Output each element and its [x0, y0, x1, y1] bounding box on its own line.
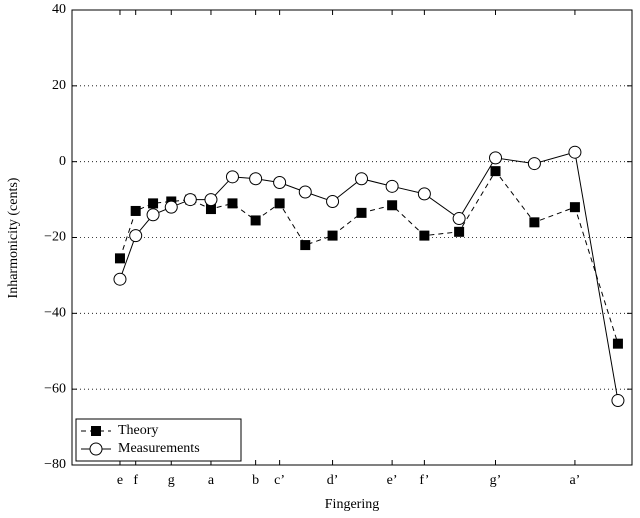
x-tick-label: f’ [419, 473, 429, 488]
data-point [113, 272, 127, 286]
legend-marker [89, 442, 103, 456]
data-point [568, 145, 582, 159]
y-tick-label: −80 [44, 457, 66, 472]
x-tick-label: g’ [490, 473, 502, 488]
y-tick-label: 20 [52, 78, 66, 93]
legend-label: Measurements [118, 441, 200, 456]
data-point [274, 198, 285, 209]
x-tick-label: e’ [387, 473, 398, 488]
data-point [326, 194, 340, 208]
data-point [130, 205, 141, 216]
data-point [454, 226, 465, 237]
y-tick-label: 40 [52, 2, 66, 17]
data-point [227, 198, 238, 209]
y-tick-label: 0 [59, 154, 66, 169]
data-point [114, 253, 125, 264]
data-point [489, 151, 503, 165]
x-tick-label: b [252, 473, 259, 488]
y-tick-label: −40 [44, 306, 66, 321]
data-point [249, 172, 263, 186]
data-point [148, 198, 159, 209]
data-point [225, 170, 239, 184]
data-point [164, 200, 178, 214]
data-point [356, 207, 367, 218]
y-tick-label: −20 [44, 230, 66, 245]
data-point [129, 229, 143, 243]
legend-label: Theory [118, 423, 158, 438]
data-point [417, 187, 431, 201]
data-point [612, 338, 623, 349]
x-tick-label: e [117, 473, 123, 488]
x-tick-label: a’ [569, 473, 580, 488]
plot-frame [71, 9, 633, 466]
data-point [205, 204, 216, 215]
legend-marker [91, 426, 101, 436]
data-point [385, 179, 399, 193]
x-tick-label: g [168, 473, 175, 488]
data-point [183, 193, 197, 207]
data-point [419, 230, 430, 241]
data-point [452, 212, 466, 226]
data-point [250, 215, 261, 226]
data-point [204, 193, 218, 207]
series-line [119, 151, 619, 401]
data-point [529, 217, 540, 228]
data-point [387, 200, 398, 211]
data-point [327, 230, 338, 241]
data-point [490, 166, 501, 177]
data-point [527, 157, 541, 171]
y-axis-label: Inharmonicity (cents) [6, 177, 21, 298]
data-point [146, 208, 160, 222]
data-point [355, 172, 369, 186]
data-point [298, 185, 312, 199]
data-point [611, 394, 625, 408]
x-axis-label: Fingering [325, 497, 379, 512]
x-tick-label: a [208, 473, 215, 488]
legend-box [75, 418, 242, 462]
data-point [300, 240, 311, 251]
data-point [569, 202, 580, 213]
y-tick-label: −60 [44, 381, 66, 396]
data-point [273, 176, 287, 190]
x-tick-label: d’ [327, 473, 339, 488]
x-tick-label: c’ [274, 473, 285, 488]
x-tick-label: f [133, 473, 138, 488]
